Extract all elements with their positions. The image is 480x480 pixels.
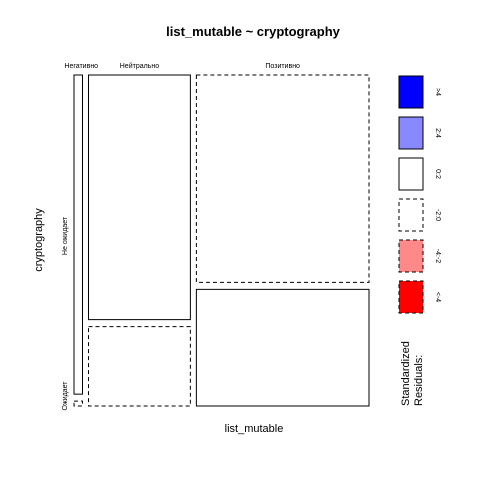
mosaic-tile xyxy=(87,326,191,407)
mosaic-tiles xyxy=(73,74,370,407)
legend-label: 0:2 xyxy=(434,169,441,179)
legend-swatch xyxy=(398,239,424,273)
legend-label: 2:4 xyxy=(434,128,441,138)
legend-label: -4:-2 xyxy=(434,249,441,264)
row-label: Ожидает xyxy=(62,381,69,411)
legend: >4 2:4 0:2 -2:0 -4:-2 <-4 xyxy=(398,75,441,314)
legend-swatch xyxy=(398,75,424,109)
legend-swatch xyxy=(398,280,424,314)
legend-title-line1: Standardized xyxy=(400,341,412,406)
x-axis-label: list_mutable xyxy=(225,423,284,435)
column-label: Негативно xyxy=(64,63,98,70)
legend-title-line2: Residuals: xyxy=(413,355,425,406)
mosaic-tile xyxy=(195,288,370,407)
legend-label: >4 xyxy=(434,88,441,96)
legend-swatch xyxy=(398,198,424,232)
column-label: Позитивно xyxy=(265,63,300,70)
y-axis-label: cryptography xyxy=(33,208,45,272)
legend-swatch xyxy=(398,157,424,191)
mosaic-tile xyxy=(195,74,370,283)
column-label: Нейтрально xyxy=(120,62,159,70)
row-labels: Не ожидает Ожидает xyxy=(62,216,69,410)
mosaic-tile xyxy=(87,74,191,321)
column-labels: Негативно Нейтрально Позитивно xyxy=(64,62,300,70)
chart-title: list_mutable ~ cryptography xyxy=(166,24,341,39)
mosaic-tile xyxy=(73,74,83,395)
mosaic-tile xyxy=(73,400,83,407)
legend-label: -2:0 xyxy=(434,209,441,221)
legend-swatch xyxy=(398,116,424,150)
row-label: Не ожидает xyxy=(62,216,69,255)
legend-label: <-4 xyxy=(434,292,441,302)
